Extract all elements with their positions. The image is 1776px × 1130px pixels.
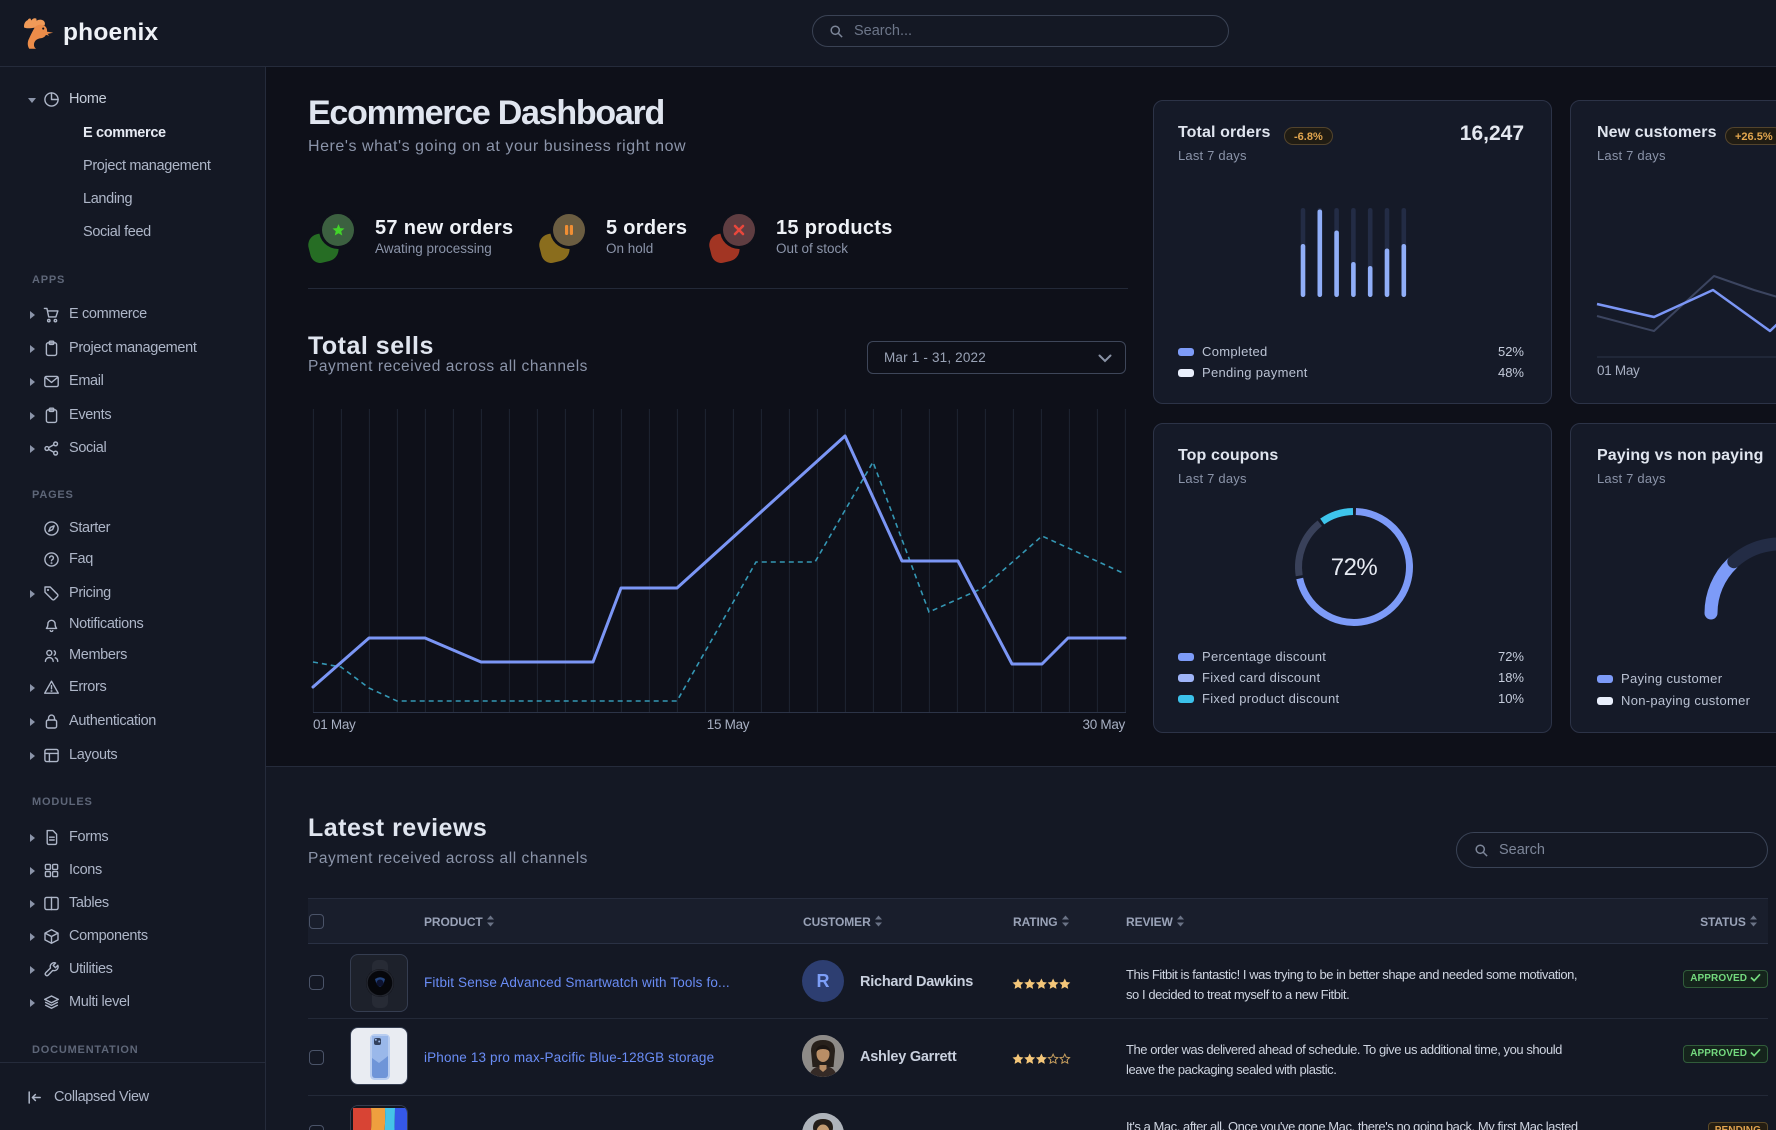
svg-text:72%: 72%	[1331, 554, 1378, 581]
svg-text:01 May: 01 May	[313, 717, 356, 732]
svg-text:30 May: 30 May	[1083, 717, 1126, 732]
svg-text:01 May: 01 May	[1597, 363, 1640, 378]
svg-text:15 May: 15 May	[707, 717, 750, 732]
